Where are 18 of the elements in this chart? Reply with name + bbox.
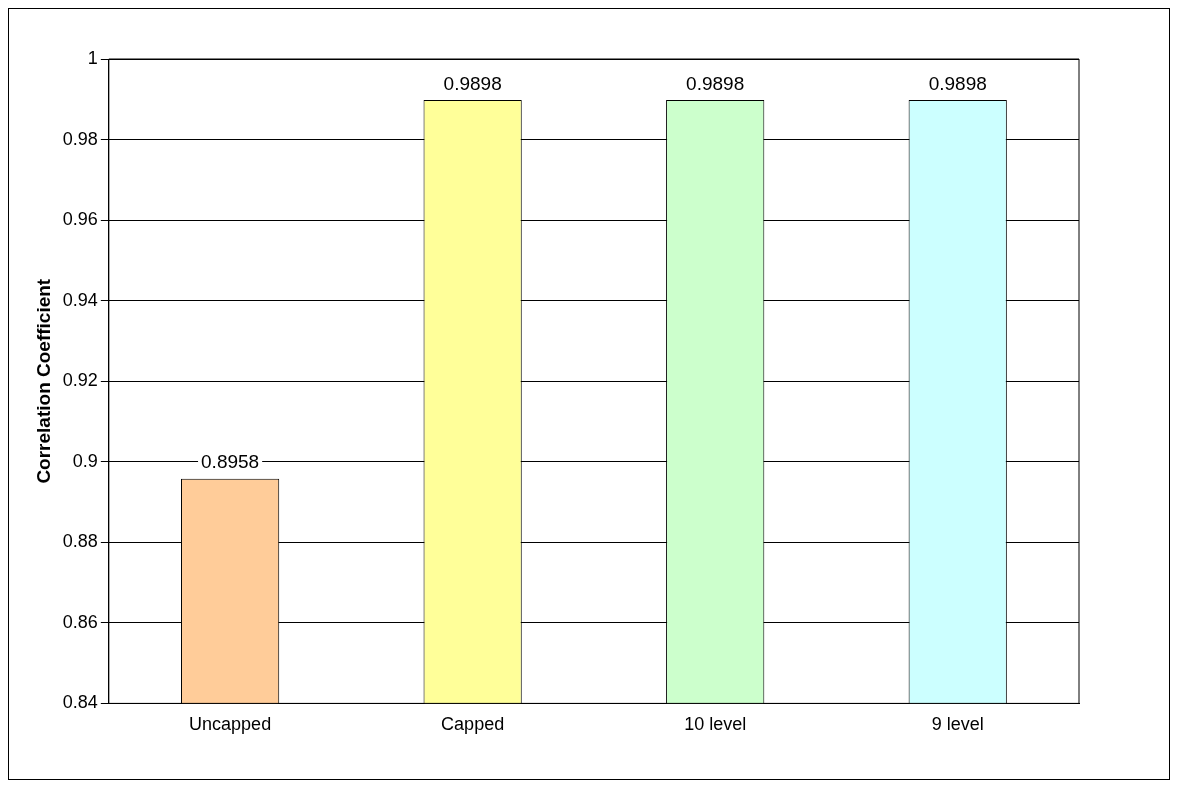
y-tick-label: 1 <box>87 47 98 68</box>
y-tick-label: 0.88 <box>62 531 98 552</box>
y-tick-label: 0.94 <box>62 289 98 310</box>
y-tick-label: 0.86 <box>62 611 98 632</box>
y-tick-label: 0.98 <box>62 128 98 149</box>
data-label: 0.9898 <box>686 72 745 94</box>
y-tick-label: 0.92 <box>62 370 98 391</box>
data-label: 0.8958 <box>201 451 260 473</box>
y-tick-label: 0.9 <box>72 450 98 471</box>
y-tick-label: 0.96 <box>62 209 98 230</box>
y-axis-title: Correlation Coefficient <box>32 278 54 484</box>
x-tick-label: Uncapped <box>189 714 272 735</box>
data-label: 0.9898 <box>443 72 502 94</box>
x-tick-label: Capped <box>441 714 505 735</box>
data-label: 0.9898 <box>928 72 987 94</box>
x-tick-label: 10 level <box>684 714 747 735</box>
y-tick-label: 0.84 <box>62 692 98 713</box>
x-tick-label: 9 level <box>931 714 984 735</box>
